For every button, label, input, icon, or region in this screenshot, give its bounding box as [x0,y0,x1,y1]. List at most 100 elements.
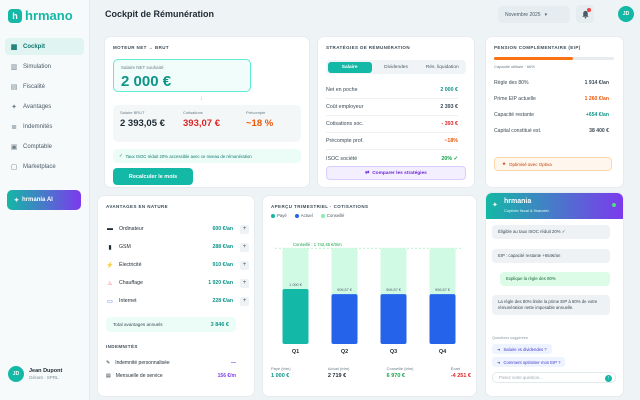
card-title: AVANTAGES EN NATURE [106,204,169,209]
hrmania-ai-button[interactable]: ✦ hrmania AI [7,190,81,210]
list-item: Règle des 80% 1 914 €/an [494,75,609,91]
progress-fill [494,57,574,60]
total-label: Écart [450,366,461,371]
brut-value: 2 393,05 € [120,118,165,129]
notifications-button[interactable] [576,5,594,23]
grid-icon: ▦ [10,43,18,51]
list-item: ▭ Internet 228 €/an + [106,292,249,310]
net-salary-label: Salaire NET souhaité [121,65,164,70]
total-value: 1 000 € [271,373,290,379]
list-item: ▬ Ordinateur 600 €/an + [106,220,249,238]
advised-annotation: Conseillé : 1 742,45 €/trim [293,242,342,247]
total-item: Payé (trim) 1 000 € [271,366,291,379]
logo-icon: h [8,8,22,23]
recalculate-button[interactable]: Recalculer le mois [113,168,193,185]
tab-liquidation[interactable]: Rés. liquidation [425,64,459,70]
bar-value-label: 906,57 € [386,288,402,292]
hrmania-chat-card: ✦ hrmania Copilote fiscal & financier Él… [486,193,623,396]
send-button[interactable]: ↑ [605,374,612,382]
quarterly-chart: Conseillé : 1 742,45 €/trim 1 000 € Q1 906,… [275,242,463,355]
item-label: Ordinateur [119,226,144,232]
net-salary-input[interactable]: Salaire NET souhaité 2 000 € [113,59,251,92]
list-item[interactable]: ▤ Mensuelle de service 156 €/m [106,373,236,379]
add-button[interactable]: + [240,224,249,234]
calculator-icon: ▣ [10,143,18,151]
chart-totals: Payé (trim) 1 000 € Actuel (trim) 2 719 € … [271,366,471,379]
item-label: Mensuelle de service [115,373,163,379]
total-label: Conseillé (trim) [386,366,414,371]
sidebar-item-marketplace[interactable]: ▢ Marketplace [5,158,84,175]
list-item: Net en poche 2 000 € [326,82,458,99]
sidebar-item-simulation[interactable]: ▥ Simulation [5,58,84,75]
sidebar-item-label: Marketplace [23,163,56,170]
eip-results: Règle des 80% 1 914 €/an Prime EIP actuel… [494,75,609,139]
row-label: Capital constitué est. [494,128,542,134]
sidebar-item-avantages[interactable]: ✦ Avantages [5,98,84,115]
list-item: Coût employeur 2 393 € [326,99,458,116]
x-tick-label: Q1 [292,349,299,355]
row-value: 2 393 € [440,104,458,110]
sidebar-nav: ▦ Cockpit ▥ Simulation ▤ Fiscalité ✦ Ava… [5,38,84,178]
bar-actuel [380,294,407,344]
sidebar-item-fiscalite[interactable]: ▤ Fiscalité [5,78,84,95]
precompte-label: Précompte [246,110,266,115]
add-button[interactable]: + [240,242,249,252]
logo[interactable]: h hrmano [8,8,73,23]
total-value: -4 251 € [450,373,471,379]
row-label: Précompte prof. [326,138,364,144]
row-value: ~18% [444,138,458,144]
sidebar-item-label: Fiscalité [23,83,46,90]
laptop-icon: ▬ [107,226,113,232]
item-label: GSM [119,244,131,250]
sidebar-item-indemnites[interactable]: ≣ Indemnités [5,118,84,135]
row-value: +654 €/an [585,112,609,118]
strategy-tabs: Salaire Dividendes Rés. liquidation [326,60,466,74]
chat-message: Éligible au taux ISOC réduit 20% ✓ [492,225,610,239]
period-select[interactable]: Novembre 2025 ▾ [498,6,570,23]
bar-actuel [429,294,456,344]
list-item[interactable]: ✎ Indemnité personnalisée — [106,360,236,366]
add-button[interactable]: + [240,260,249,270]
period-value: Novembre 2025 [505,11,541,18]
sidebar-item-cockpit[interactable]: ▦ Cockpit [5,38,84,55]
item-value: 228 €/an [212,298,233,304]
sidebar-item-comptable[interactable]: ▣ Comptable [5,138,84,155]
compare-label: Comparer les stratégies [372,170,427,176]
suggestion-chip[interactable]: ➜ Comment optimiser mon EIP ? [492,357,566,367]
add-button[interactable]: + [240,296,249,306]
net-salary-value: 2 000 € [121,73,172,90]
x-tick-label: Q2 [341,349,348,355]
row-value: 1 260 €/an [584,96,609,102]
item-label: Internet [119,298,137,304]
user-profile[interactable]: JD Jean Dupont Gérant · SPRL [8,366,62,382]
add-button[interactable]: + [240,278,249,288]
avantages-list: ▬ Ordinateur 600 €/an + ▮ GSM 288 €/an + ⚡ Élec… [106,220,249,310]
avatar[interactable]: JD [618,6,634,22]
tab-dividendes[interactable]: Dividendes [384,64,408,70]
total-label: Total avantages annuels [113,322,163,327]
item-value: 910 €/an [212,262,233,268]
card-title: MOTEUR NET → BRUT [113,45,170,50]
chat-input[interactable]: Posez votre question... ↑ [492,372,616,383]
list-item: Précompte prof. ~18% [326,133,458,150]
x-tick-label: Q4 [439,349,447,355]
legend-item: Conseillé [320,213,344,218]
optiva-banner[interactable]: ★ Optimisé avec Optiva [494,157,612,171]
briefcase-icon: ▤ [106,373,111,379]
sidebar-item-label: Avantages [23,103,52,110]
row-value: 2 000 € [440,87,458,93]
store-icon: ▢ [10,163,18,171]
check-icon: ✓ [119,153,123,158]
avantages-total: Total avantages annuels 3 846 € [106,317,236,332]
isoc-info-banner: ✓ Taux ISOC réduit 20% accessible avec c… [113,149,301,163]
item-value: 156 €/m [217,373,236,379]
bar-value-label: 906,57 € [337,288,353,292]
compare-strategies-button[interactable]: ⇄ Comparer les stratégies [326,166,466,180]
receipt-icon: ≣ [11,123,17,131]
swap-icon: ⇄ [365,170,370,176]
suggestion-chip[interactable]: ➜ Salaire vs dividendes ? [492,344,552,354]
total-item: Écart -4 251 € [451,366,471,379]
tab-salaire[interactable]: Salaire [327,61,372,73]
chat-message: Explique la règle des 80% [500,272,610,286]
total-label: Payé (trim) [271,366,291,371]
